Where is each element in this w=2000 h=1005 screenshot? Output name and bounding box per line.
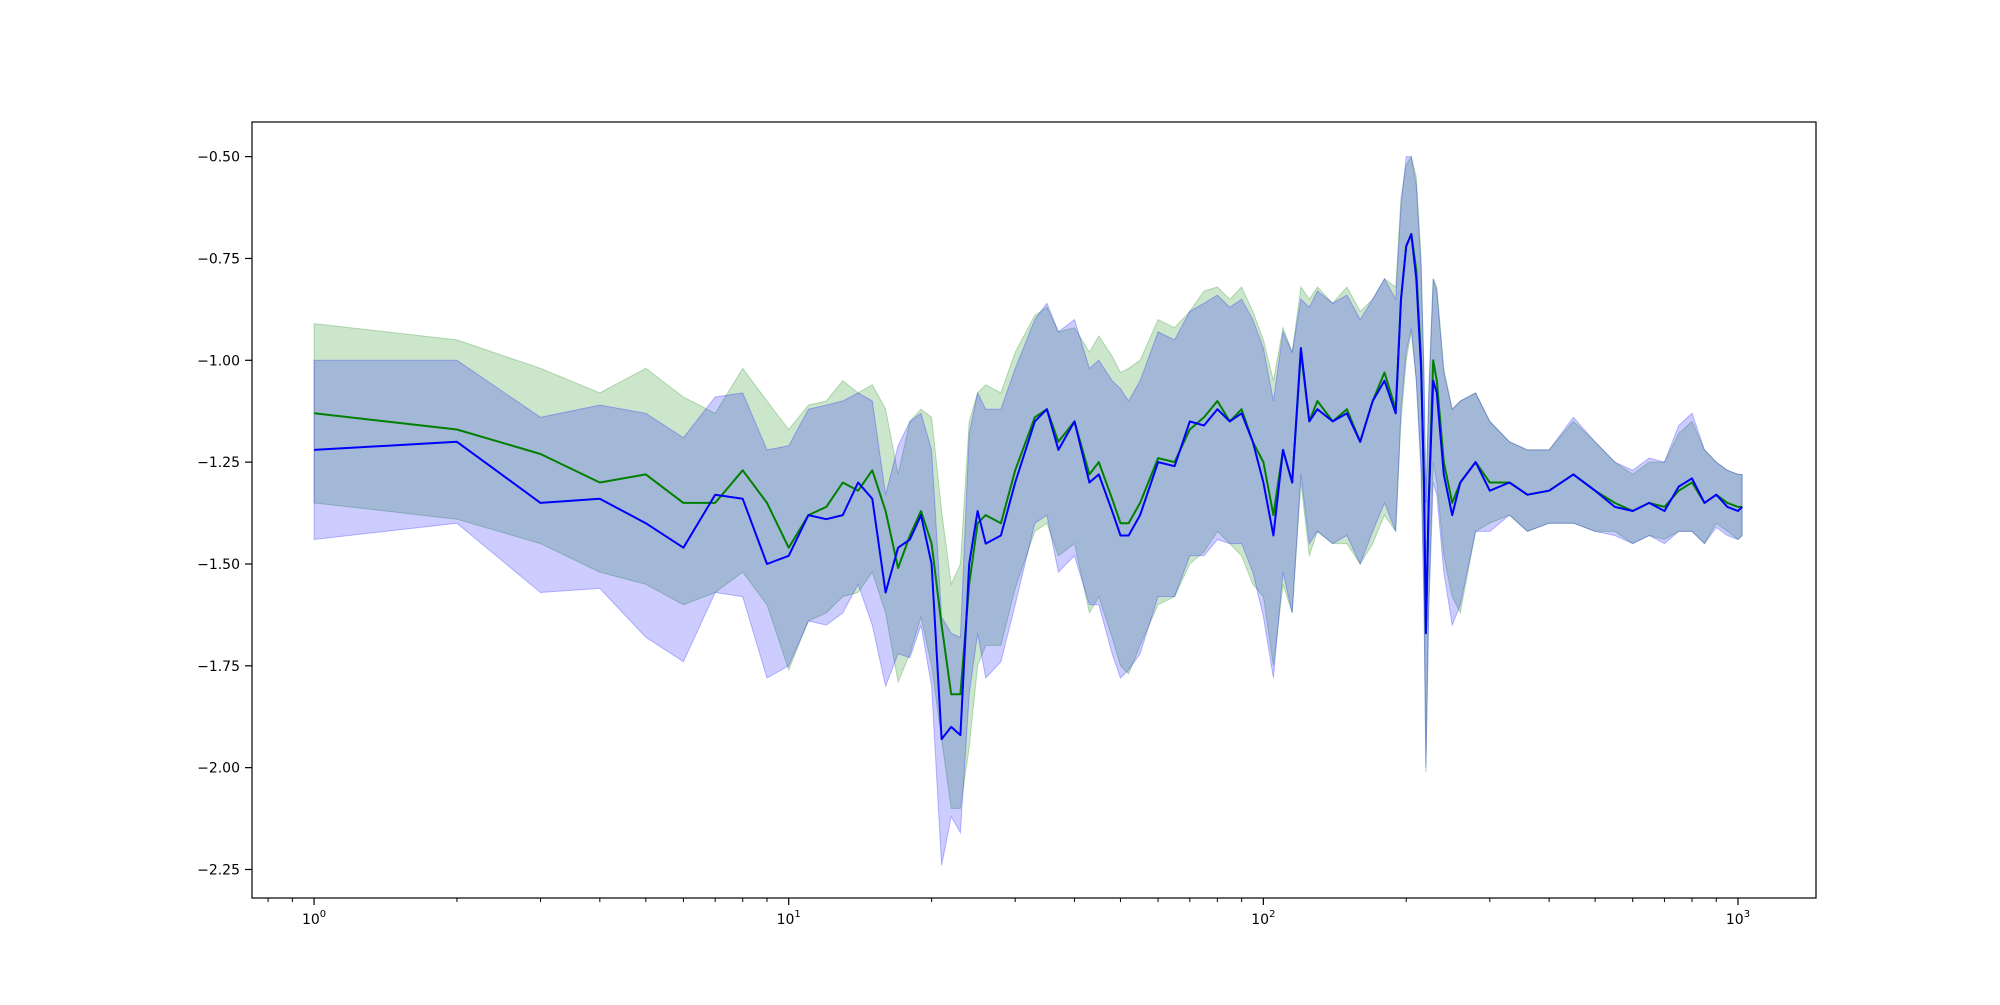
y-tick-label: −1.75 bbox=[197, 659, 240, 675]
plot-frame bbox=[251, 121, 1817, 899]
y-tick-label: −0.75 bbox=[197, 251, 240, 267]
plot-background bbox=[252, 122, 1816, 898]
y-axis: −0.50 −0.75 −1.00 −1.25 −1.50 −1.75 −2.00 −2.25 bbox=[197, 150, 252, 878]
confidence-bands bbox=[313, 155, 1743, 866]
series-2-band bbox=[313, 156, 1743, 866]
series-2-line bbox=[314, 233, 1743, 741]
x-tick-label: 102 bbox=[1251, 909, 1275, 928]
y-tick-label: −0.50 bbox=[197, 150, 240, 166]
y-tick-label: −2.00 bbox=[197, 761, 240, 777]
x-tick-label: 101 bbox=[777, 909, 801, 928]
x-axis: 100 101 102 103 bbox=[267, 898, 1750, 928]
x-tick-label: 100 bbox=[302, 909, 326, 928]
x-tick-label: 103 bbox=[1726, 909, 1750, 928]
y-tick-label: −1.50 bbox=[197, 557, 240, 573]
y-tick-label: −1.25 bbox=[197, 455, 240, 471]
series-1-band bbox=[313, 155, 1743, 809]
y-tick-label: −2.25 bbox=[197, 862, 240, 878]
series-lines bbox=[313, 233, 1743, 741]
y-tick-label: −1.00 bbox=[197, 353, 240, 369]
